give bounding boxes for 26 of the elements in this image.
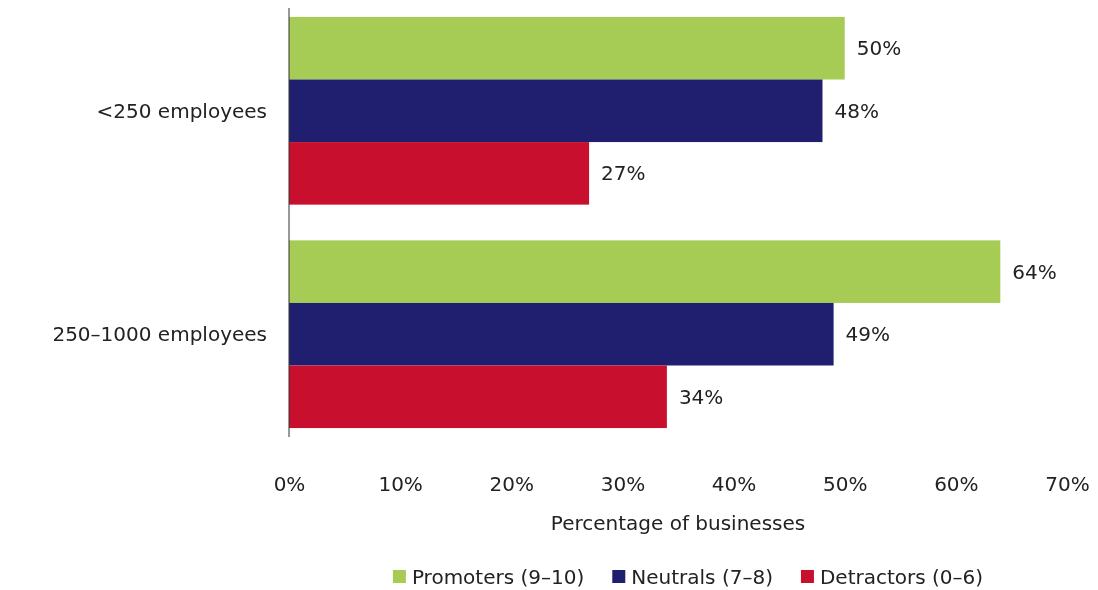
x-tick-label: 70% bbox=[1045, 472, 1090, 497]
x-tick-label: 50% bbox=[822, 472, 868, 497]
bar bbox=[289, 365, 667, 429]
legend-label: Promoters (9–10) bbox=[411, 565, 585, 589]
data-label: 49% bbox=[845, 322, 891, 347]
x-tick-label: 0% bbox=[273, 472, 306, 497]
y-tick-label: <250 employees bbox=[96, 98, 267, 123]
x-axis-title: Percentage of businesses bbox=[550, 511, 806, 535]
legend-label: Detractors (0–6) bbox=[819, 565, 984, 589]
x-tick-label: 40% bbox=[711, 472, 757, 497]
data-label: 34% bbox=[678, 384, 724, 409]
bar bbox=[289, 142, 590, 205]
data-label: 50% bbox=[856, 36, 902, 61]
x-tick-label: 10% bbox=[378, 472, 423, 497]
x-tick-label: 60% bbox=[934, 472, 979, 497]
bar bbox=[289, 79, 823, 143]
data-label: 48% bbox=[834, 98, 879, 123]
legend-label: Neutrals (7–8) bbox=[631, 565, 773, 589]
data-label: 27% bbox=[601, 161, 646, 186]
y-tick-label: 250–1000 employees bbox=[52, 322, 267, 347]
data-label: 64% bbox=[1012, 259, 1057, 284]
bar bbox=[289, 240, 1001, 303]
bar bbox=[289, 16, 845, 80]
x-tick-label: 20% bbox=[489, 472, 535, 497]
x-tick-label: 30% bbox=[600, 472, 646, 497]
bar bbox=[289, 302, 834, 366]
